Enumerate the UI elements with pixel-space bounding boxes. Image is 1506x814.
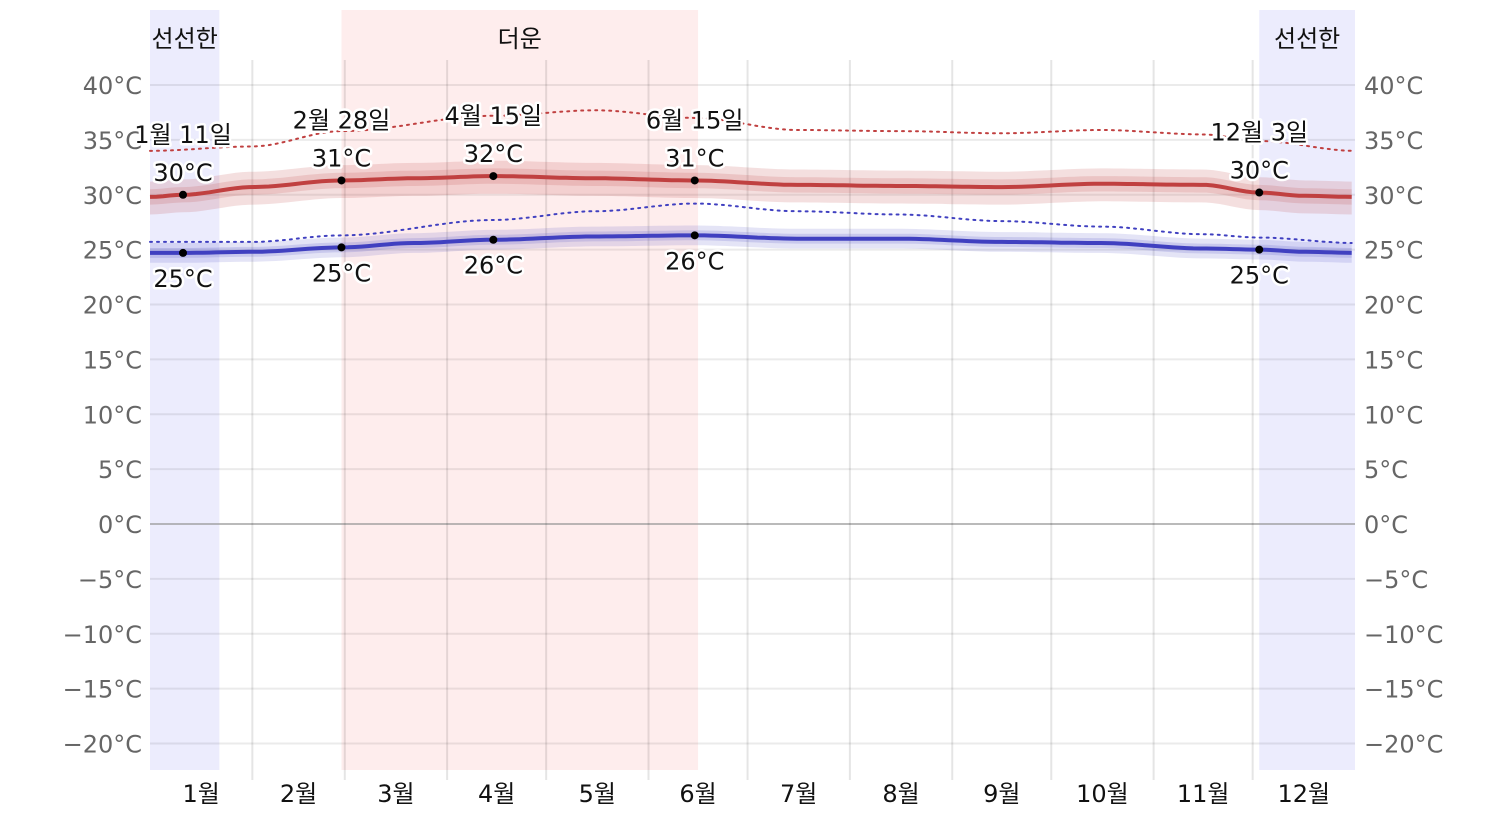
season-label: 선선한 (1274, 25, 1340, 53)
season-label: 더운 (498, 25, 542, 53)
season-band (1259, 10, 1355, 770)
y-axis-right: 40°C 35°C 30°C 25°C 20°C 15°C 10°C 5°C 0°C −5°C −1… (1364, 72, 1443, 759)
month-label: 10월 (1076, 780, 1129, 808)
annotation-4: 6월 15일 31°C 26°C (643, 104, 746, 278)
annotation-3: 4월 15일 32°C 26°C (442, 100, 545, 283)
avg-low-line (150, 233, 1352, 255)
month-label: 5월 (579, 780, 616, 808)
low-point-marker (179, 248, 188, 257)
y-tick-label-left: 0°C (98, 511, 142, 539)
avg-high-line (149, 174, 1352, 199)
annotation-low-temp: 25°C (1230, 262, 1289, 290)
y-tick-label-left: 15°C (83, 346, 142, 374)
high-point-marker (337, 176, 346, 185)
y-tick-label-right: 15°C (1364, 346, 1423, 374)
annotation-high-temp: 31°C (312, 144, 371, 172)
y-tick-label-left: 35°C (83, 127, 142, 155)
y-axis-left: 40°C 35°C 30°C 25°C 20°C 15°C 10°C 5°C 0°C −5°C −1… (63, 72, 142, 759)
annotations: 1월 11일 30°C 25°C 2월 28일 31°C 25°C 4월 15일 32°C 26… (132, 100, 1311, 296)
y-tick-label-left: −10°C (63, 621, 142, 649)
month-label: 7월 (780, 780, 817, 808)
y-tick-label-right: −10°C (1364, 621, 1443, 649)
season-band (150, 10, 220, 770)
annotation-5: 12월 3일 30°C 25°C (1208, 116, 1311, 292)
y-tick-label-right: −15°C (1364, 676, 1443, 704)
annotation-low-temp: 25°C (312, 259, 371, 287)
month-label: 3월 (377, 780, 414, 808)
x-axis-months: 1월 2월 3월 4월 5월 6월 7월 8월 9월 10월 11월 12월 (182, 780, 1330, 808)
season-label: 선선한 (152, 25, 218, 53)
annotation-low-temp: 25°C (153, 265, 212, 293)
y-tick-label-right: 5°C (1364, 456, 1408, 484)
y-tick-label-left: 20°C (83, 292, 142, 320)
annotation-high-temp: 30°C (153, 159, 212, 187)
month-label: 2월 (280, 780, 317, 808)
y-tick-label-right: 40°C (1364, 72, 1423, 100)
y-tick-label-right: 25°C (1364, 237, 1423, 265)
annotation-date: 4월 15일 (445, 102, 543, 130)
annotation-2: 2월 28일 31°C 25°C (290, 104, 393, 290)
y-tick-label-left: 10°C (83, 401, 142, 429)
y-tick-label-left: 5°C (98, 456, 142, 484)
season-band (341, 10, 699, 770)
annotation-high-temp: 32°C (464, 140, 523, 168)
low-point-marker (489, 235, 498, 244)
month-label: 9월 (983, 780, 1020, 808)
month-label: 1월 (182, 780, 219, 808)
month-label: 6월 (679, 780, 716, 808)
month-label: 8월 (882, 780, 919, 808)
y-tick-label-right: 20°C (1364, 292, 1423, 320)
y-tick-label-left: 30°C (83, 182, 142, 210)
low-point-marker (1255, 245, 1264, 254)
low-temp-inner-band (150, 230, 1352, 258)
y-tick-label-left: 25°C (83, 237, 142, 265)
y-tick-label-right: −5°C (1364, 566, 1428, 594)
low-point-marker (337, 243, 346, 252)
season-labels: 선선한 더운 선선한 (152, 25, 1341, 53)
annotation-1: 1월 11일 30°C 25°C (132, 118, 235, 295)
annotation-date: 12월 3일 (1210, 119, 1308, 147)
horizontal-gridlines (150, 84, 1355, 745)
annotation-high-temp: 30°C (1230, 157, 1289, 185)
y-tick-label-left: −20°C (63, 731, 142, 759)
annotation-date: 1월 11일 (134, 121, 232, 149)
high-point-marker (179, 190, 188, 199)
high-90th-percentile-line (149, 109, 1353, 152)
y-tick-label-right: 35°C (1364, 127, 1423, 155)
y-tick-label-right: −20°C (1364, 731, 1443, 759)
low-10th-percentile-line (149, 202, 1353, 244)
y-tick-label-right: 0°C (1364, 511, 1408, 539)
high-point-marker (690, 176, 699, 185)
month-label: 11월 (1177, 780, 1230, 808)
high-point-marker (489, 172, 498, 181)
low-point-marker (690, 231, 699, 240)
y-tick-label-right: 10°C (1364, 401, 1423, 429)
high-temp-outer-band (150, 160, 1352, 215)
y-tick-label-right: 30°C (1364, 182, 1423, 210)
month-label: 12월 (1278, 780, 1331, 808)
y-tick-label-left: −5°C (78, 566, 142, 594)
y-tick-label-left: −15°C (63, 676, 142, 704)
y-tick-label-left: 40°C (83, 72, 142, 100)
annotation-date: 6월 15일 (646, 106, 744, 134)
annotation-low-temp: 26°C (665, 247, 724, 275)
annotation-low-temp: 26°C (464, 252, 523, 280)
temperature-lines (149, 109, 1353, 255)
annotation-date: 2월 28일 (293, 106, 391, 134)
low-temp-outer-band (150, 225, 1352, 263)
annotation-high-temp: 31°C (665, 144, 724, 172)
season-bands (150, 10, 1355, 770)
month-label: 4월 (478, 780, 515, 808)
high-point-marker (1255, 188, 1264, 197)
